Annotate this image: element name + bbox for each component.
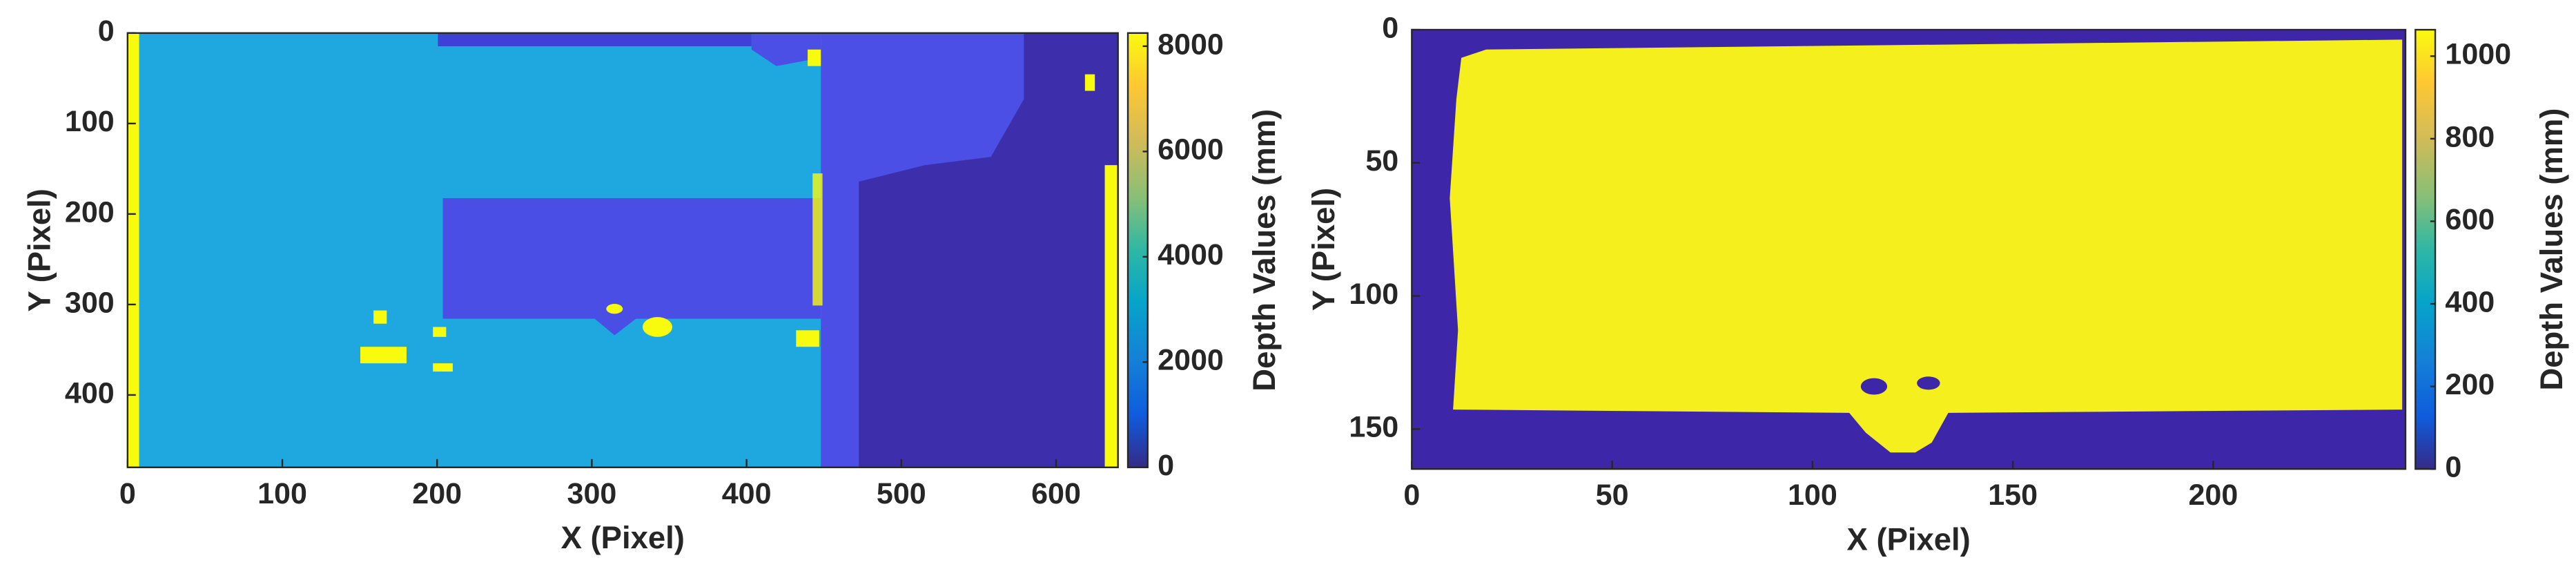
x-tick-label: 600 (1031, 477, 1081, 510)
y-tick-label: 300 (65, 286, 115, 319)
x-tick-label: 200 (2188, 479, 2238, 512)
colorbar (1126, 32, 1149, 468)
colorbar-tick-label: 800 (2445, 120, 2495, 153)
x-tick-label: 100 (1788, 479, 1837, 512)
colorbar (2414, 28, 2437, 470)
x-tick-label: 0 (1403, 479, 1420, 512)
x-axis-label: X (Pixel) (561, 520, 685, 555)
y-tick-label: 100 (65, 105, 115, 138)
x-tick-label: 200 (412, 477, 462, 510)
plot-frame (1411, 28, 2407, 470)
x-tick-label: 0 (119, 477, 136, 510)
y-tick-label: 50 (1365, 144, 1398, 177)
colorbar-label: Depth Values (mm) (2534, 108, 2569, 391)
colorbar-tick-label: 0 (1158, 449, 1174, 482)
y-axis-label: Y (Pixel) (1306, 188, 1341, 311)
x-tick-label: 50 (1596, 479, 1629, 512)
colorbar-tick-label: 1000 (2445, 38, 2511, 71)
y-tick-label: 0 (1382, 11, 1398, 44)
x-tick-label: 300 (567, 477, 617, 510)
y-tick-label: 0 (98, 15, 115, 48)
y-tick-label: 200 (65, 195, 115, 229)
colorbar-tick-label: 2000 (1158, 344, 1224, 377)
x-tick-label: 100 (257, 477, 307, 510)
colorbar-tick-label: 200 (2445, 368, 2495, 401)
plot-frame (126, 32, 1119, 468)
y-tick-label: 100 (1349, 278, 1398, 311)
y-tick-label: 400 (65, 376, 115, 410)
colorbar-tick-label: 6000 (1158, 133, 1224, 166)
y-axis-label: Y (Pixel) (21, 189, 57, 311)
colorbar-label: Depth Values (mm) (1247, 109, 1282, 392)
colorbar-tick-label: 4000 (1158, 238, 1224, 271)
colorbar-tick-label: 600 (2445, 203, 2495, 236)
colorbar-tick-label: 8000 (1158, 28, 1224, 61)
colorbar-tick-label: 400 (2445, 285, 2495, 318)
x-tick-label: 500 (877, 477, 926, 510)
colorbar-tick-label: 0 (2445, 451, 2461, 484)
x-tick-label: 400 (722, 477, 772, 510)
x-axis-label: X (Pixel) (1847, 521, 1971, 557)
depth-image-2 (1412, 30, 2406, 470)
x-tick-label: 150 (1988, 479, 2038, 512)
y-tick-label: 150 (1349, 411, 1398, 444)
depth-image-1 (127, 32, 1118, 468)
